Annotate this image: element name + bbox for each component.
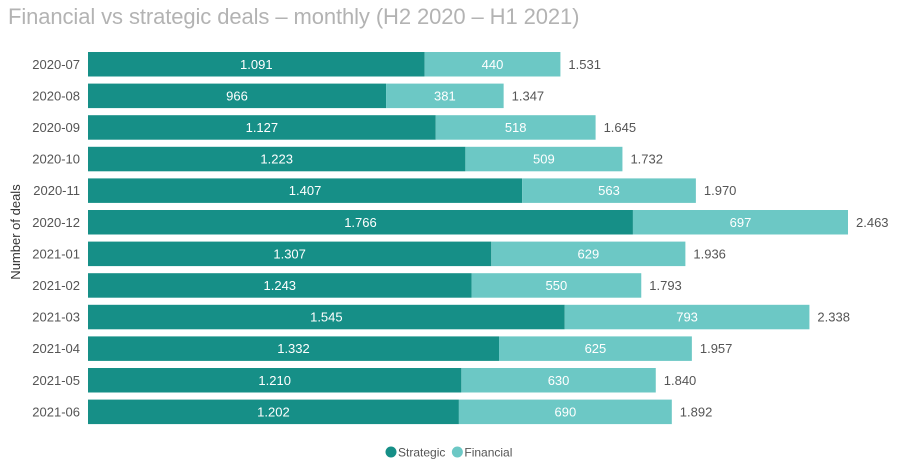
bar-strategic (88, 336, 500, 361)
bar-strategic (88, 52, 425, 77)
total-label: 1.531 (568, 57, 601, 72)
bar-financial (471, 273, 642, 298)
category-label: 2021-06 (32, 404, 80, 419)
y-axis-title: Number of deals (8, 184, 23, 280)
total-label: 1.645 (604, 120, 637, 135)
bar-label-strategic: 1.202 (257, 404, 290, 419)
bar-label-strategic: 1.307 (273, 246, 306, 261)
category-label: 2020-08 (32, 88, 80, 103)
total-label: 1.936 (693, 246, 726, 261)
total-label: 1.347 (512, 88, 545, 103)
bar-financial (435, 115, 596, 140)
bar-label-financial: 690 (555, 404, 577, 419)
legend-marker-strategic (385, 446, 397, 458)
bar-financial (458, 399, 672, 425)
category-label: 2021-05 (32, 373, 80, 388)
bar-label-strategic: 1.766 (344, 215, 377, 230)
chart-title: Financial vs strategic deals – monthly (… (8, 4, 580, 29)
legend-marker-financial (451, 446, 463, 458)
total-label: 1.840 (664, 373, 697, 388)
total-label: 1.732 (630, 152, 663, 167)
bar-financial (522, 178, 696, 203)
category-label: 2021-04 (32, 341, 80, 356)
bar-label-financial: 381 (434, 88, 456, 103)
category-label: 2020-10 (32, 152, 80, 167)
legend-label-strategic: Strategic (398, 446, 445, 460)
bar-label-strategic: 1.091 (240, 57, 273, 72)
bar-label-strategic: 1.223 (260, 152, 293, 167)
bar-strategic (88, 210, 633, 235)
bar-financial (461, 368, 656, 393)
bars-group: 2020-07 1.091 440 1.531 2020-08 966 381 1.347 20… (32, 52, 889, 425)
bar-strategic (88, 115, 436, 140)
bar-strategic (88, 83, 387, 109)
bar-strategic (88, 273, 472, 298)
total-label: 1.970 (704, 183, 737, 198)
bar-label-financial: 793 (676, 310, 698, 325)
bar-strategic (88, 304, 565, 330)
bar-label-financial: 509 (533, 152, 555, 167)
total-label: 2.463 (856, 215, 889, 230)
total-label: 2.338 (817, 310, 850, 325)
bar-label-strategic: 1.545 (310, 310, 343, 325)
total-label: 1.957 (700, 341, 733, 356)
bar-financial (424, 52, 561, 77)
bar-label-strategic: 1.127 (246, 120, 279, 135)
bar-financial (632, 210, 848, 235)
category-label: 2021-02 (32, 278, 80, 293)
bar-label-strategic: 1.243 (264, 278, 297, 293)
total-label: 1.793 (649, 278, 682, 293)
bar-label-financial: 630 (548, 373, 570, 388)
bar-label-financial: 440 (482, 57, 504, 72)
bar-label-strategic: 1.332 (277, 341, 310, 356)
category-label: 2020-11 (33, 183, 80, 198)
bar-label-financial: 697 (730, 215, 752, 230)
bar-label-financial: 550 (546, 278, 568, 293)
bar-financial (465, 146, 623, 172)
bar-strategic (88, 399, 459, 425)
bar-label-financial: 518 (505, 120, 527, 135)
bar-label-financial: 625 (585, 341, 607, 356)
total-label: 1.892 (680, 404, 713, 419)
bar-financial (386, 83, 504, 109)
category-label: 2020-07 (32, 57, 80, 72)
bar-label-strategic: 1.407 (289, 183, 322, 198)
category-label: 2021-03 (32, 310, 80, 325)
legend: Strategic Financial (385, 446, 512, 460)
bar-label-strategic: 966 (226, 88, 248, 103)
bar-strategic (88, 178, 523, 203)
category-label: 2020-12 (32, 215, 80, 230)
category-label: 2021-01 (32, 246, 80, 261)
legend-label-financial: Financial (464, 446, 512, 460)
bar-strategic (88, 146, 466, 172)
bar-label-financial: 629 (577, 246, 599, 261)
bar-financial (491, 241, 686, 267)
bar-financial (564, 304, 810, 330)
category-label: 2020-09 (32, 120, 80, 135)
bar-label-strategic: 1.210 (258, 373, 291, 388)
bar-financial (499, 336, 692, 361)
bar-strategic (88, 241, 492, 267)
bar-strategic (88, 368, 462, 393)
bar-label-financial: 563 (598, 183, 620, 198)
